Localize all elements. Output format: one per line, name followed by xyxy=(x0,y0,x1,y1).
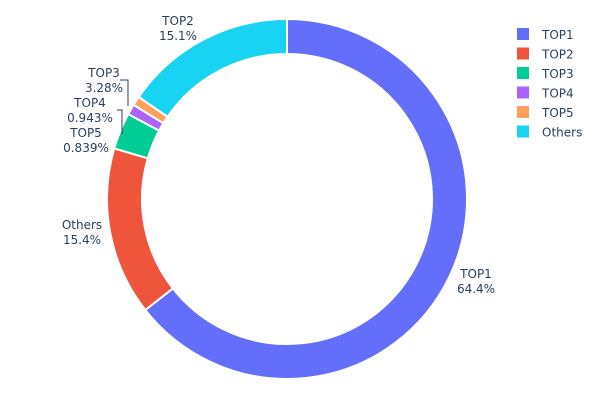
slice-top2[interactable] xyxy=(106,147,175,312)
legend-label-others[interactable]: Others xyxy=(542,126,582,140)
legend-swatch-top1[interactable] xyxy=(517,28,529,40)
slice-label-others: Others xyxy=(62,218,102,232)
legend-swatch-top4[interactable] xyxy=(517,86,529,99)
slice-others[interactable] xyxy=(137,17,288,119)
slice-percent-others: 15.4% xyxy=(63,233,101,247)
leader-line-top4 xyxy=(117,109,123,134)
legend-swatch-top2[interactable] xyxy=(517,47,529,60)
legend-label-top1[interactable]: TOP1 xyxy=(541,28,574,42)
slice-top1[interactable] xyxy=(143,17,468,380)
slice-label-top1: TOP1 xyxy=(459,267,492,281)
slice-label-top4: TOP4 xyxy=(73,96,106,110)
slice-label-top5: TOP5 xyxy=(69,126,102,140)
slice-label-top3: TOP3 xyxy=(87,66,120,80)
slice-percent-top4: 0.943% xyxy=(67,111,113,125)
legend-label-top3[interactable]: TOP3 xyxy=(541,67,574,81)
legend: TOP1 TOP2 TOP3 TOP4 TOP5 Others xyxy=(517,28,582,140)
donut-slices xyxy=(106,17,468,380)
legend-swatch-top3[interactable] xyxy=(517,67,529,79)
legend-label-top2[interactable]: TOP2 xyxy=(541,48,574,62)
legend-swatch-others[interactable] xyxy=(517,125,529,138)
slice-percent-top1: 64.4% xyxy=(457,282,495,296)
leader-line-top3 xyxy=(120,79,129,106)
slice-percent-top2: 15.1% xyxy=(159,29,197,43)
legend-label-top5[interactable]: TOP5 xyxy=(541,106,574,120)
slice-percent-top5: 0.839% xyxy=(63,141,109,155)
slice-label-top2: TOP2 xyxy=(161,14,194,28)
slice-percent-top3: 3.28% xyxy=(85,81,123,95)
legend-swatch-top5[interactable] xyxy=(517,106,529,118)
legend-label-top4[interactable]: TOP4 xyxy=(541,87,574,101)
